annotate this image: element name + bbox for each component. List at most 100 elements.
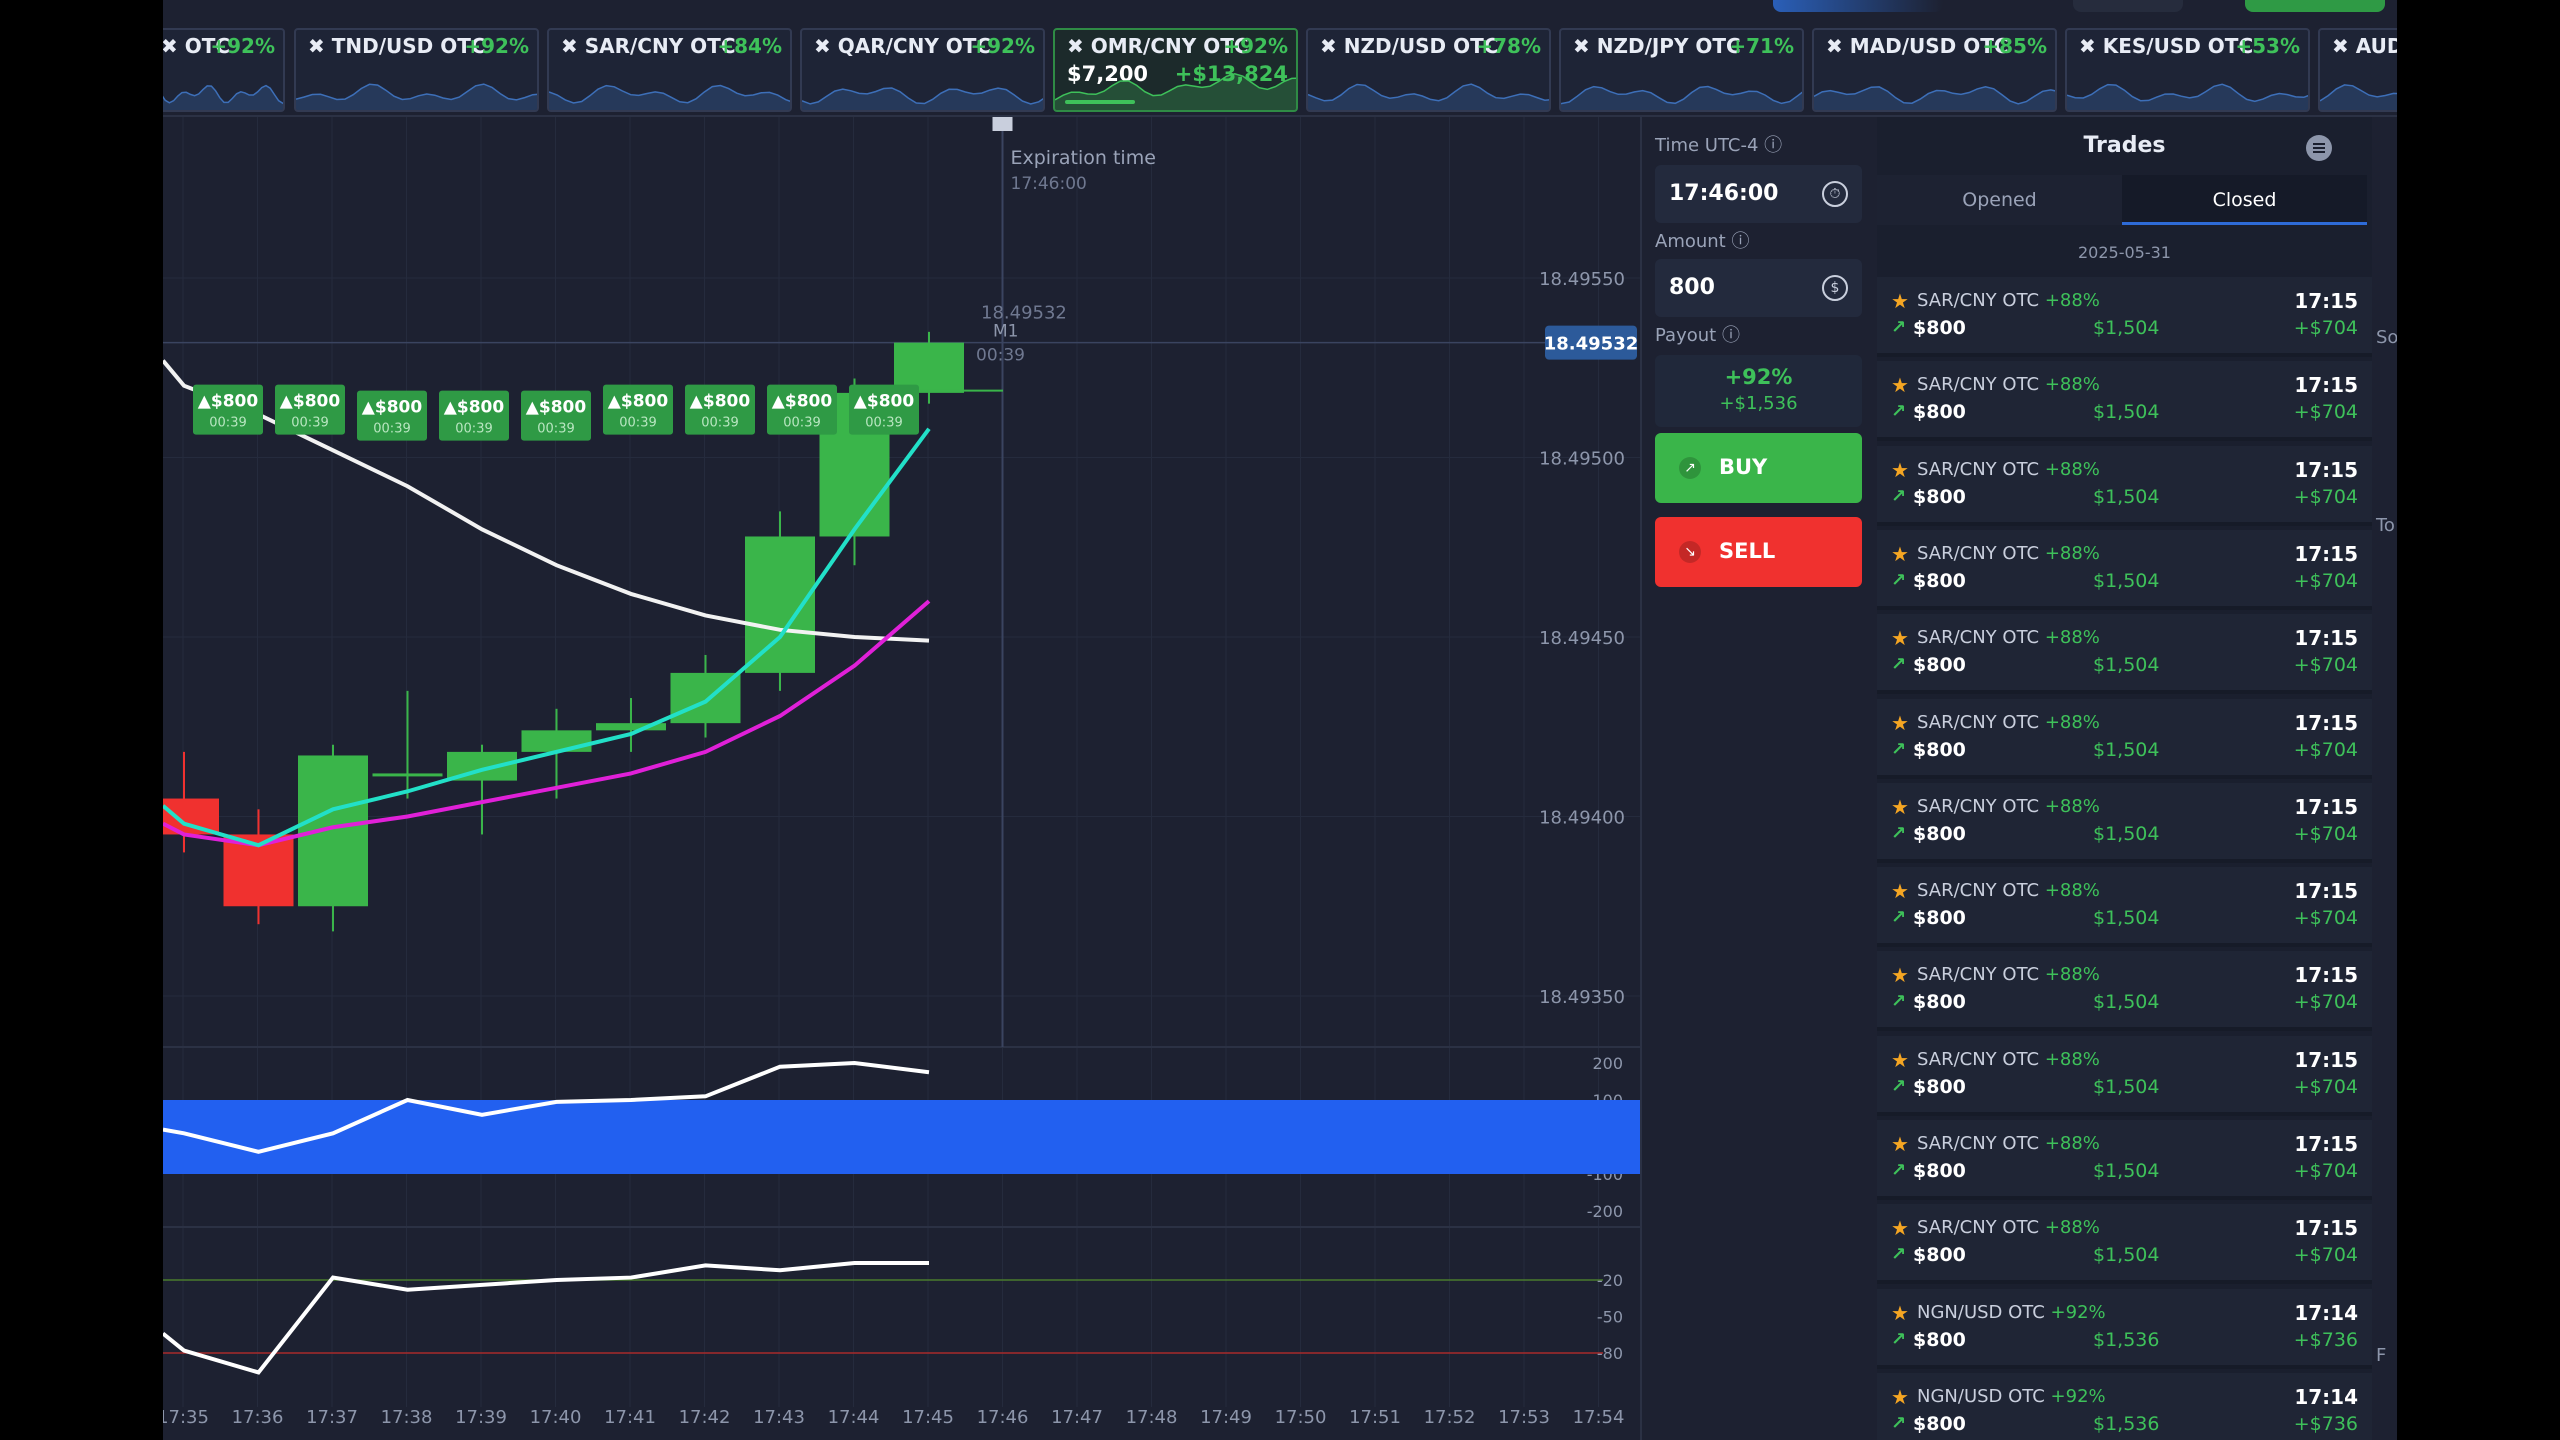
trade-pair: SAR/CNY OTC +88% — [1917, 1049, 2100, 1070]
trade-row[interactable]: ★ SAR/CNY OTC +88% 17:15 ↗ $800 $1,504 +$704 — [1877, 1035, 2372, 1116]
trade-profit: +$704 — [2293, 822, 2358, 845]
payout-box: +92% +$1,536 — [1655, 355, 1862, 427]
time-tick-label: 17:37 — [306, 1407, 358, 1428]
candle-body[interactable] — [521, 730, 592, 752]
trade-marker-time: 00:39 — [701, 416, 738, 431]
time-tick-label: 17:48 — [1126, 1407, 1178, 1428]
top-deco — [163, 0, 2397, 14]
asset-sparkline — [2320, 84, 2397, 110]
trade-pair-percent: +88% — [2044, 711, 2100, 733]
trade-amount: $800 — [1913, 991, 1966, 1014]
trade-marker[interactable]: ▲$800 00:39 — [439, 390, 509, 441]
asset-tab[interactable]: ✖ KES/USD OTC +53% — [2065, 28, 2310, 112]
asset-name: ✖ OTC — [163, 34, 231, 58]
asset-tab[interactable]: ✖ AUD/ — [2318, 28, 2397, 112]
top-pill-green[interactable] — [2245, 0, 2385, 12]
trade-row[interactable]: ★ SAR/CNY OTC +88% 17:15 ↗ $800 $1,504 +$704 — [1877, 445, 2372, 526]
trade-profit: +$704 — [2293, 1244, 2358, 1267]
asset-tab[interactable]: ✖ TND/USD OTC +92% — [294, 28, 539, 112]
trade-time: 17:14 — [2294, 1300, 2358, 1325]
trade-return: $1,504 — [2093, 485, 2160, 508]
trade-row[interactable]: ★ NGN/USD OTC +92% 17:14 ↗ $800 $1,536 +$736 — [1877, 1372, 2372, 1440]
trade-amount: $800 — [1913, 317, 1966, 339]
trade-pair-name: SAR/CNY OTC — [1917, 458, 2040, 480]
trade-row[interactable]: ★ SAR/CNY OTC +88% 17:15 ↗ $800 $1,504 +$704 — [1877, 529, 2372, 610]
trade-pair: SAR/CNY OTC +88% — [1917, 1133, 2100, 1154]
trade-time: 17:15 — [2294, 1132, 2358, 1156]
chart-area[interactable]: 18.49550 18.49500 18.49450 18.49400 18.49350… — [163, 117, 1640, 1440]
trade-pair: SAR/CNY OTC +88% — [1917, 964, 2100, 985]
trade-row[interactable]: ★ SAR/CNY OTC +88% 17:15 ↗ $800 $1,504 +$704 — [1877, 1204, 2372, 1285]
trade-pair-percent: +88% — [2044, 627, 2100, 649]
trade-pair-name: SAR/CNY OTC — [1917, 290, 2040, 311]
asset-profit: +$13,824 — [1174, 62, 1288, 86]
cci-band — [163, 1100, 1640, 1174]
asset-tab[interactable]: ✖ QAR/CNY OTC +92% — [800, 28, 1045, 112]
menu-icon[interactable] — [2306, 135, 2332, 161]
star-icon: ★ — [1891, 1047, 1909, 1072]
buy-button[interactable]: ↗ BUY — [1655, 433, 1862, 503]
help-icon[interactable]: ⓘ — [1731, 231, 1750, 252]
trade-row[interactable]: ★ SAR/CNY OTC +88% 17:15 ↗ $800 $1,504 +$704 — [1877, 867, 2372, 948]
trade-row[interactable]: ★ SAR/CNY OTC +88% 17:15 ↗ $800 $1,504 +$704 — [1877, 1120, 2372, 1200]
top-pill-gray[interactable] — [2073, 0, 2183, 12]
trade-marker-box — [357, 390, 427, 441]
trade-marker-box — [685, 384, 755, 435]
trade-time: 17:15 — [2294, 879, 2358, 904]
price-chart[interactable]: 18.49550 18.49500 18.49450 18.49400 18.49350… — [163, 117, 1640, 1440]
trade-marker[interactable]: ▲$800 00:39 — [193, 384, 263, 435]
trade-row[interactable]: ★ SAR/CNY OTC +88% 17:15 ↗ $800 $1,504 +$704 — [1877, 782, 2372, 863]
tab-opened[interactable]: Opened — [1877, 175, 2122, 225]
trade-row[interactable]: ★ SAR/CNY OTC +88% 17:15 ↗ $800 $1,504 +$704 — [1877, 614, 2372, 695]
trade-pair-percent: +88% — [2044, 1048, 2100, 1070]
trade-pair: SAR/CNY OTC +88% — [1917, 712, 2100, 733]
asset-sparkline — [1308, 83, 1549, 110]
trade-marker[interactable]: ▲$800 00:39 — [849, 384, 919, 435]
asset-payout: +71% — [1729, 34, 1794, 58]
dollar-icon[interactable]: $ — [1822, 275, 1848, 301]
asset-tab[interactable]: ✖ MAD/USD OTC +85% — [1812, 28, 2057, 112]
trade-row[interactable]: ★ NGN/USD OTC +92% 17:14 ↗ $800 $1,536 +$736 — [1877, 1288, 2372, 1369]
asset-tab[interactable]: ✖ SAR/CNY OTC +84% — [547, 28, 792, 112]
trade-marker[interactable]: ▲$800 00:39 — [603, 384, 673, 435]
arrow-up-icon: ↗ — [1891, 317, 1907, 338]
trade-profit: +$736 — [2293, 1412, 2358, 1435]
help-icon[interactable]: ⓘ — [1721, 325, 1740, 346]
arrow-up-icon: ↗ — [1891, 1075, 1907, 1097]
candle-body[interactable] — [596, 723, 666, 731]
trade-marker-amount: ▲$800 — [526, 398, 587, 418]
trade-row[interactable]: ★ SAR/CNY OTC +88% 17:15 ↗ $800 $1,504 +$704 — [1877, 951, 2372, 1032]
trade-time: 17:15 — [2294, 289, 2358, 313]
trade-marker[interactable]: ▲$800 00:39 — [357, 390, 427, 441]
trade-row[interactable]: ★ SAR/CNY OTC +88% 17:15 ↗ $800 $1,504 +$704 — [1877, 361, 2372, 442]
trade-pair-percent: +88% — [2044, 542, 2100, 564]
clock-icon[interactable]: ⏱ — [1822, 181, 1848, 207]
trade-pair-percent: +88% — [2044, 374, 2100, 396]
asset-tab[interactable]: ✖ NZD/USD OTC +78% — [1306, 28, 1551, 112]
trade-marker-box — [767, 384, 837, 435]
trade-marker-time: 00:39 — [865, 416, 902, 431]
candle-body[interactable] — [298, 755, 368, 907]
trade-row[interactable]: ★ SAR/CNY OTC +88% 17:15 ↗ $800 $1,504 +$704 — [1877, 698, 2372, 779]
candle-body[interactable] — [372, 773, 443, 777]
tab-closed[interactable]: Closed — [2122, 175, 2367, 225]
top-pill-blue[interactable] — [1773, 0, 1943, 12]
trade-row[interactable]: ★ SAR/CNY OTC +88% 17:15 ↗ $800 $1,504 +$704 — [1877, 277, 2372, 357]
time-field[interactable]: 17:46:00 ⏱ — [1655, 165, 1862, 223]
asset-tab[interactable]: ✖ OTC +92% — [163, 28, 285, 112]
sell-button[interactable]: ↘ SELL — [1655, 517, 1862, 587]
amount-field[interactable]: 800 $ — [1655, 259, 1862, 317]
help-icon[interactable]: ⓘ — [1764, 135, 1783, 156]
trade-profit: +$704 — [2293, 1075, 2358, 1098]
trade-marker[interactable]: ▲$800 00:39 — [685, 384, 755, 435]
asset-tab[interactable]: ✖ OMR/CNY OTC +92% $7,200 +$13,824 — [1053, 28, 1298, 112]
asset-tab[interactable]: ✖ NZD/JPY OTC +71% — [1559, 28, 1804, 112]
trade-marker[interactable]: ▲$800 00:39 — [521, 390, 591, 441]
cci-line — [163, 1060, 930, 1154]
arrow-up-icon: ↗ — [1891, 822, 1907, 844]
time-tick-label: 17:54 — [1573, 1407, 1625, 1428]
candle-body[interactable] — [894, 342, 964, 393]
trade-marker[interactable]: ▲$800 00:39 — [767, 384, 837, 435]
trade-marker[interactable]: ▲$800 00:39 — [275, 384, 345, 435]
amount-value: 800 — [1669, 275, 1715, 300]
